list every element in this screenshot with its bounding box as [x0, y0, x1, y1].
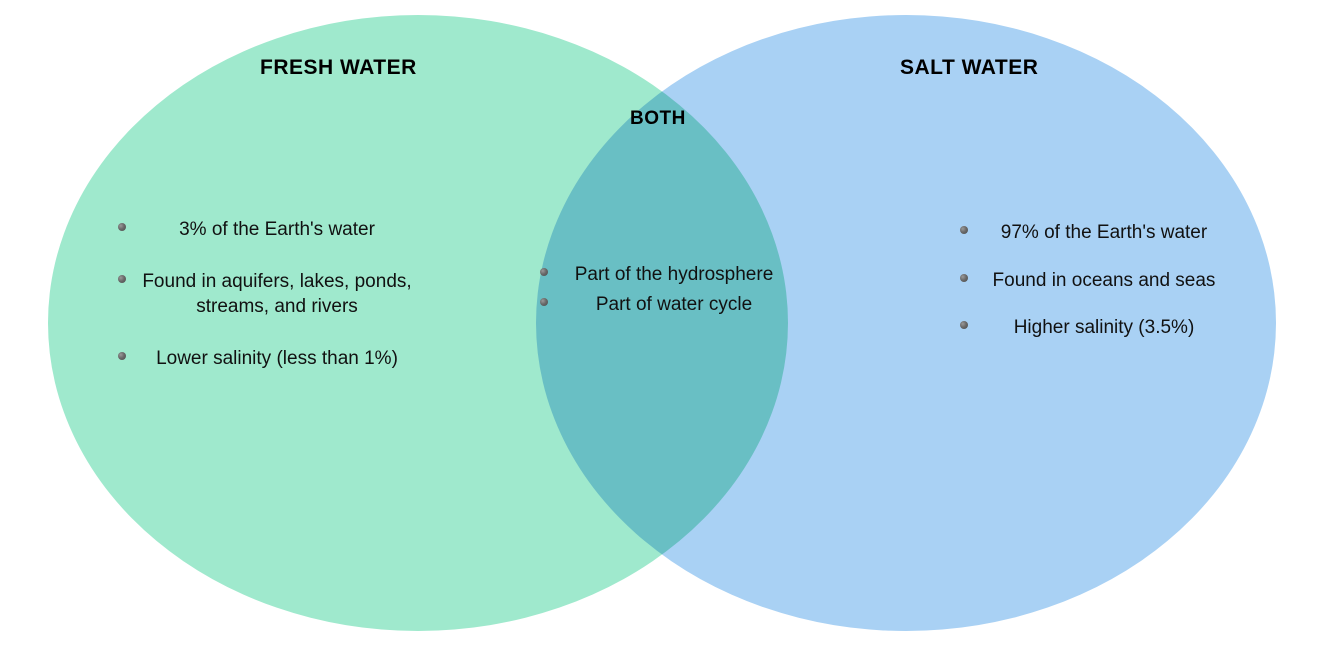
both-item-text: Part of the hydrosphere — [558, 262, 790, 288]
list-fresh-water: 3% of the Earth's water Found in aquifers… — [118, 217, 418, 372]
fresh-water-item: 3% of the Earth's water — [118, 217, 418, 243]
fresh-water-item: Lower salinity (less than 1%) — [118, 346, 418, 372]
bullet-icon — [540, 298, 548, 306]
bullet-icon — [540, 268, 548, 276]
bullet-icon — [960, 321, 968, 329]
salt-water-item: Higher salinity (3.5%) — [960, 315, 1230, 341]
fresh-water-item: Found in aquifers, lakes, ponds, streams… — [118, 269, 418, 320]
both-item: Part of the hydrosphere — [540, 262, 790, 288]
title-salt-water: SALT WATER — [900, 56, 1038, 80]
salt-water-item-text: 97% of the Earth's water — [978, 220, 1230, 246]
list-salt-water: 97% of the Earth's water Found in oceans … — [960, 220, 1230, 341]
salt-water-item-text: Found in oceans and seas — [978, 268, 1230, 294]
salt-water-item-text: Higher salinity (3.5%) — [978, 315, 1230, 341]
venn-diagram: FRESH WATER SALT WATER BOTH 3% of the Ea… — [0, 0, 1324, 658]
list-both: Part of the hydrosphere Part of water cyc… — [540, 262, 790, 317]
fresh-water-item-text: Lower salinity (less than 1%) — [136, 346, 418, 372]
bullet-icon — [118, 275, 126, 283]
title-both: BOTH — [630, 108, 686, 130]
title-fresh-water: FRESH WATER — [260, 56, 417, 80]
fresh-water-item-text: 3% of the Earth's water — [136, 217, 418, 243]
salt-water-item: Found in oceans and seas — [960, 268, 1230, 294]
both-item: Part of water cycle — [540, 292, 790, 318]
salt-water-item: 97% of the Earth's water — [960, 220, 1230, 246]
bullet-icon — [118, 223, 126, 231]
fresh-water-item-text: Found in aquifers, lakes, ponds, streams… — [136, 269, 418, 320]
bullet-icon — [960, 226, 968, 234]
bullet-icon — [118, 352, 126, 360]
bullet-icon — [960, 274, 968, 282]
both-item-text: Part of water cycle — [558, 292, 790, 318]
